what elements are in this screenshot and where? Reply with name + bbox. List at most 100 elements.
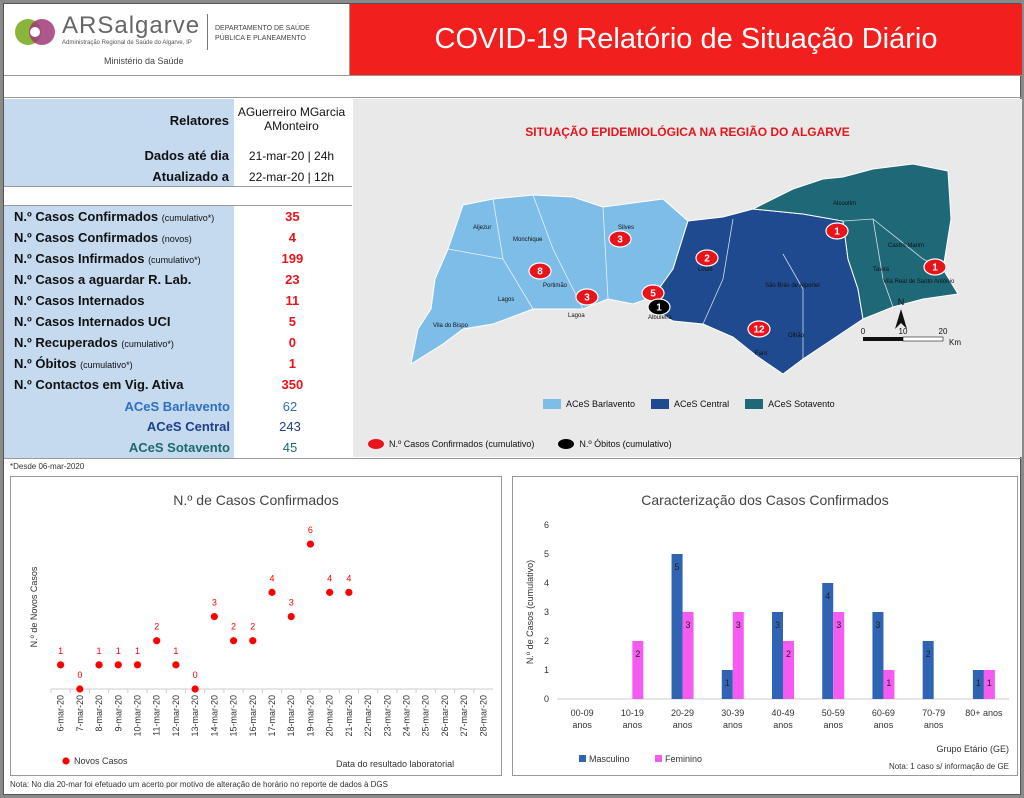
bar [732, 612, 744, 699]
indicator-label-note: (cumulativo*) [121, 339, 174, 349]
bar [721, 670, 733, 699]
case-marker: 3 [575, 288, 599, 306]
municipality-label: Vila Real de Santo António [883, 279, 955, 285]
municipality-label: Olhão [788, 333, 805, 339]
chart-title: Caracterização dos Casos Confirmados [641, 492, 888, 508]
indicator-row: N.º Óbitos (cumulativo*) 1 [4, 353, 352, 374]
chart-title: N.º de Casos Confirmados [173, 492, 338, 508]
x-tick-label: 60-69 [872, 708, 895, 718]
x-tick-label: 25-mar-20 [421, 695, 431, 737]
svg-text:20: 20 [939, 327, 948, 336]
municipality-label: Albufeira [648, 315, 672, 321]
bar [983, 670, 995, 699]
marker-value: 1 [656, 303, 662, 314]
dados-label: Dados até dia [144, 148, 229, 163]
data-label: 1 [58, 646, 63, 656]
indicator-value: 0 [288, 335, 296, 350]
atualizado-label: Atualizado a [152, 169, 229, 184]
relatores-value: AGuerreiro MGarcia AMonteiro [237, 105, 346, 133]
x-tick-label: 7-mar-20 [75, 695, 85, 732]
bar [632, 641, 644, 699]
bar-label: 3 [736, 620, 741, 630]
x-tick-label: 13-mar-20 [190, 695, 200, 737]
x-tick-label: 10-19 [621, 708, 644, 718]
meta-spacer [4, 186, 352, 206]
legend-marker-icon [368, 439, 384, 449]
indicator-row: N.º Casos a aguardar R. Lab. 23 [4, 269, 352, 290]
marker-value: 2 [704, 254, 710, 265]
data-point [114, 661, 122, 669]
bar-label: 3 [875, 620, 880, 630]
atualizado-value: 22-mar-20 | 12h [248, 170, 335, 184]
ars-logo-icon [15, 19, 55, 45]
y-axis-label: N.º de Novos Casos [29, 566, 39, 647]
x-tick-label: 26-mar-20 [440, 695, 450, 737]
indicator-value: 23 [285, 272, 300, 287]
municipality-label: Silves [618, 225, 634, 231]
legend-label: N.º Casos Confirmados (cumulativo) [389, 439, 535, 449]
data-point [153, 637, 161, 645]
case-marker: 5 [641, 284, 665, 302]
indicator-value: 350 [281, 377, 304, 392]
map-title: SITUAÇÃO EPIDEMIOLÓGICA NA REGIÃO DO ALG… [525, 125, 850, 139]
x-tick-label: 15-mar-20 [229, 695, 239, 737]
y-tick-label: 6 [544, 520, 549, 530]
chart-note: Nota: 1 caso s/ informação de GE [889, 762, 1009, 771]
region-legend-item: ACeS Sotavento [745, 399, 835, 409]
bar-label: 2 [635, 649, 640, 659]
data-label: 3 [212, 598, 217, 608]
indicator-label-text: N.º Óbitos [14, 356, 81, 371]
age-sex-chart: Caracterização dos Casos Confirmados 0 1 2 3… [512, 476, 1018, 776]
indicator-label-note: (novos) [161, 234, 192, 244]
data-label: 4 [327, 573, 332, 583]
aces-value: 45 [282, 439, 298, 455]
data-point [287, 612, 295, 621]
aces-value: 62 [282, 398, 298, 414]
bar [783, 641, 794, 699]
region-legend-item: ACeS Barlavento [543, 399, 635, 409]
x-tick-label: 20-29 [671, 708, 694, 718]
data-point [268, 588, 276, 596]
bottom-note: Nota: No dia 20-mar foi efetuado um acer… [10, 780, 388, 789]
marker-value: 8 [537, 267, 543, 278]
bar-label: 4 [825, 591, 830, 601]
indicator-label: N.º Casos Confirmados (novos) [4, 230, 233, 245]
indicator-label-note: (cumulativo*) [148, 255, 201, 265]
case-marker: 12 [747, 320, 771, 338]
legend-swatch [655, 755, 662, 762]
municipality-label: Lagoa [568, 313, 585, 319]
indicator-label-text: N.º Casos Infirmados [14, 251, 149, 266]
indicator-label-text: N.º Recuperados [14, 335, 122, 350]
indicator-row: N.º Casos Confirmados (novos) 4 [4, 227, 352, 248]
x-tick-label: anos [924, 720, 944, 730]
indicator-label: N.º Recuperados (cumulativo*) [4, 335, 233, 350]
aces-row: ACeS Barlavento 62 [4, 396, 352, 417]
indicator-row: N.º Casos Confirmados (cumulativo*) 35 [4, 206, 352, 227]
data-label: 4 [269, 573, 274, 583]
x-tick-label: 28-mar-20 [478, 695, 488, 737]
x-tick-label: anos [773, 720, 793, 730]
svg-text:10: 10 [899, 327, 908, 336]
y-tick-label: 4 [544, 578, 549, 588]
data-label: 2 [154, 622, 159, 632]
data-point [57, 661, 65, 669]
legend-label: Novos Casos [74, 756, 128, 766]
bar-label: 1 [976, 678, 981, 688]
aces-label: ACeS Barlavento [124, 398, 230, 414]
x-tick-label: 16-mar-20 [248, 695, 258, 737]
data-point [95, 661, 103, 669]
indicator-row: N.º Recuperados (cumulativo*) 0 [4, 332, 352, 353]
municipality-label: Vila do Bispo [433, 323, 469, 329]
data-point [191, 685, 199, 693]
map-panel: SITUAÇÃO EPIDEMIOLÓGICA NA REGIÃO DO ALG… [353, 99, 1022, 457]
data-label: 2 [231, 622, 236, 632]
x-tick-label: 14-mar-20 [209, 695, 219, 737]
legend-marker [62, 757, 70, 765]
municipality-label: Faro [755, 351, 768, 357]
marker-legend: N.º Casos Confirmados (cumulativo) N.º Ób… [368, 439, 672, 449]
data-label: 4 [346, 573, 351, 583]
municipality-label: Castro Marim [888, 243, 924, 249]
x-tick-label: 21-mar-20 [344, 695, 354, 737]
municipality-label: Aljezur [473, 225, 491, 231]
case-marker: 8 [528, 262, 552, 280]
